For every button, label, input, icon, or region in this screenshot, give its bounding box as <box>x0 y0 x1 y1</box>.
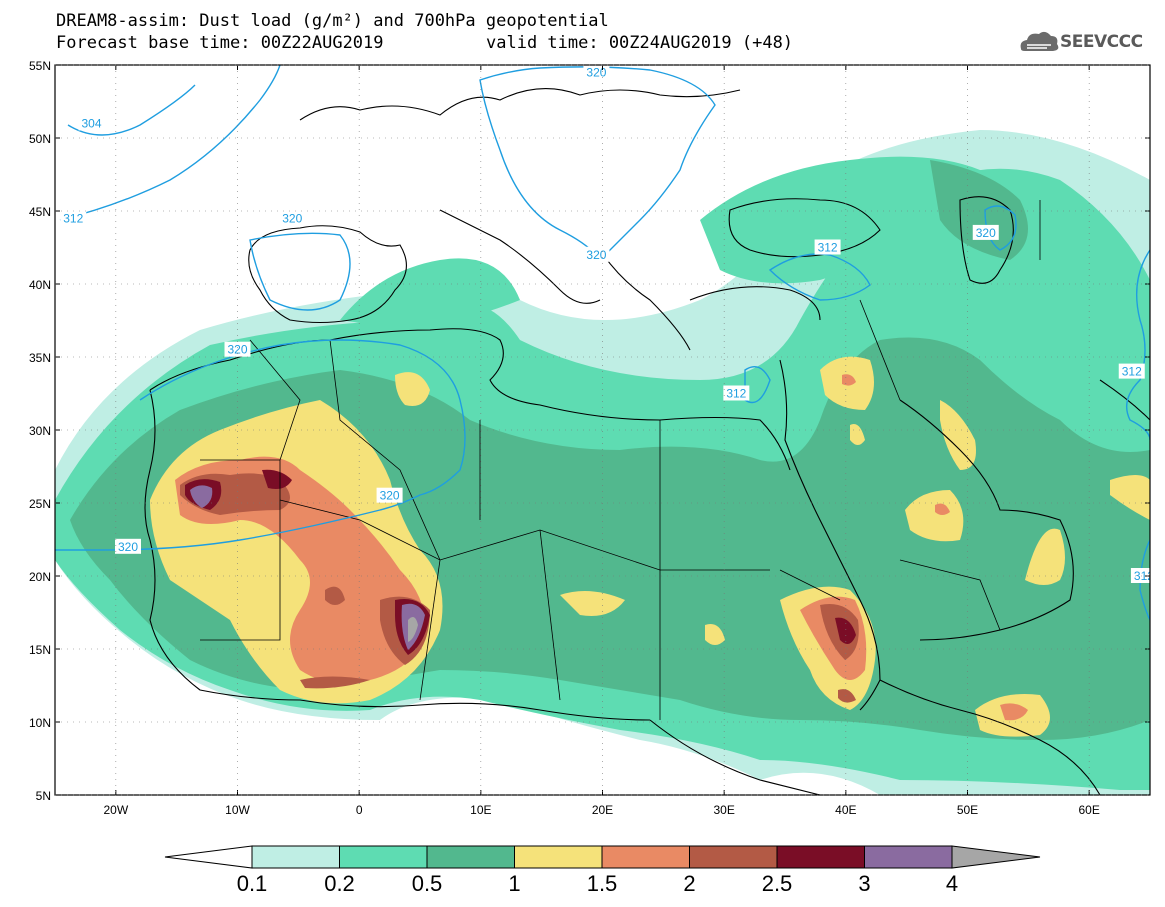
colorbar-label: 0.2 <box>324 871 355 896</box>
contour-label-bg <box>723 385 750 401</box>
colorbar-label: 1 <box>508 871 520 896</box>
contour-label-bg <box>60 210 87 226</box>
lon-label: 40E <box>835 803 856 817</box>
contour-label-bg <box>583 246 610 262</box>
dust-field-1-g <box>1025 528 1065 585</box>
lon-label: 10E <box>470 803 491 817</box>
colorbar-swatch <box>864 845 953 869</box>
colorbar-label: 0.5 <box>412 871 443 896</box>
contour-label: 320 <box>282 211 302 225</box>
dust-field-2-f <box>838 689 856 703</box>
contour-label: 320 <box>586 248 606 262</box>
contour-label: 312 <box>1134 569 1154 583</box>
lat-label: 35N <box>29 351 51 365</box>
latitude-labels: 55N 50N 45N 40N 35N 30N 25N 20N 15N 10N 5N <box>29 59 51 803</box>
contour-label-bg <box>115 538 141 554</box>
dust-field-2-e <box>325 586 345 605</box>
contour-label-bg <box>1118 363 1145 379</box>
cloud-icon <box>1020 31 1059 51</box>
contour-label: 312 <box>1122 365 1142 379</box>
lat-label: 55N <box>29 59 51 73</box>
contour-label: 312 <box>63 211 83 225</box>
lat-label: 45N <box>29 205 51 219</box>
colorbar-swatch <box>339 845 428 869</box>
lat-label: 30N <box>29 424 51 438</box>
contour-label: 320 <box>118 540 138 554</box>
valid-time: valid time: 00Z24AUG2019 (+48) <box>486 33 794 53</box>
dust-field-2.5-b <box>262 469 292 489</box>
dust-field-2.5-d <box>835 617 856 644</box>
lat-label: 50N <box>29 132 51 146</box>
dust-field-1-k <box>705 624 725 645</box>
dust-field-0.5-east <box>930 160 1028 260</box>
colorbar-over-triangle <box>951 845 1041 869</box>
dust-field-1-l <box>850 424 865 445</box>
lon-label: 20W <box>103 803 128 817</box>
lat-label: 10N <box>29 716 51 730</box>
chart-title: DREAM8-assim: Dust load (g/m²) and 700hP… <box>56 11 609 31</box>
colorbar-swatch <box>251 845 340 869</box>
dust-field-1.5-d <box>842 374 856 386</box>
dust-field-1.5 <box>175 456 426 684</box>
colorbar-swatch <box>426 845 515 869</box>
geopotential-contours <box>55 65 1150 621</box>
colorbar-swatch <box>601 845 690 869</box>
contour-label-bg <box>78 115 105 131</box>
dust-field-1.5-e <box>935 503 950 515</box>
colorbar-swatch <box>776 845 865 869</box>
dust-field-1-c <box>560 591 625 616</box>
colorbar-label: 0.1 <box>237 871 268 896</box>
contour-label: 320 <box>976 226 996 240</box>
contour-label-bg <box>814 239 841 255</box>
lat-label: 40N <box>29 278 51 292</box>
lon-label: 10W <box>225 803 250 817</box>
lat-label: 20N <box>29 570 51 584</box>
dust-field-0.2-med <box>340 258 520 330</box>
dust-field-1-b <box>395 372 430 406</box>
dust-field-1.5-c <box>1000 703 1028 721</box>
axis-ticks <box>55 64 1150 796</box>
lat-label: 5N <box>36 789 51 803</box>
dust-field-3 <box>190 485 213 508</box>
lon-label: 60E <box>1078 803 1099 817</box>
dust-field-1-i <box>940 400 976 470</box>
contour-label-bg <box>279 210 306 226</box>
colorbar-label: 2.5 <box>762 871 793 896</box>
colorbar-label: 3 <box>858 871 870 896</box>
colorbar: 0.1 0.2 0.5 1 1.5 2 2.5 3 4 <box>164 845 1041 896</box>
colorbar-label: 4 <box>946 871 958 896</box>
longitude-labels: 20W 10W 0 10E 20E 30E 40E 50E 60E <box>103 803 1099 817</box>
base-time: Forecast base time: 00Z22AUG2019 <box>56 33 384 53</box>
contour-label-bg <box>1130 568 1150 583</box>
lon-label: 0 <box>356 803 363 817</box>
dust-field-4 <box>408 616 418 642</box>
lon-label: 50E <box>957 803 978 817</box>
dust-field-2-d <box>300 676 370 689</box>
contour-label: 320 <box>227 343 247 357</box>
colorbar-label: 1.5 <box>587 871 618 896</box>
lon-label: 20E <box>592 803 613 817</box>
logo-text: SEEVCCC <box>1060 32 1143 52</box>
lat-label: 25N <box>29 497 51 511</box>
contour-label: 320 <box>380 489 400 503</box>
contour-label: 312 <box>818 241 838 255</box>
coastlines <box>144 88 1150 795</box>
contour-label: 312 <box>726 387 746 401</box>
country-borders <box>200 200 1041 720</box>
colorbar-swatch <box>514 845 603 869</box>
colorbar-under-triangle <box>164 845 253 869</box>
contour-label: 304 <box>81 116 101 130</box>
contour-label-bg <box>224 341 251 357</box>
contour-label: 320 <box>586 65 606 79</box>
colorbar-label: 2 <box>683 871 695 896</box>
contour-label-bg <box>972 224 999 240</box>
contour-label-bg <box>376 487 403 503</box>
lat-label: 15N <box>29 643 51 657</box>
forecast-time-line: Forecast base time: 00Z22AUG2019 valid ti… <box>56 33 793 53</box>
lon-label: 30E <box>713 803 734 817</box>
dust-field-1-j <box>1110 475 1150 520</box>
colorbar-swatch <box>689 845 778 869</box>
